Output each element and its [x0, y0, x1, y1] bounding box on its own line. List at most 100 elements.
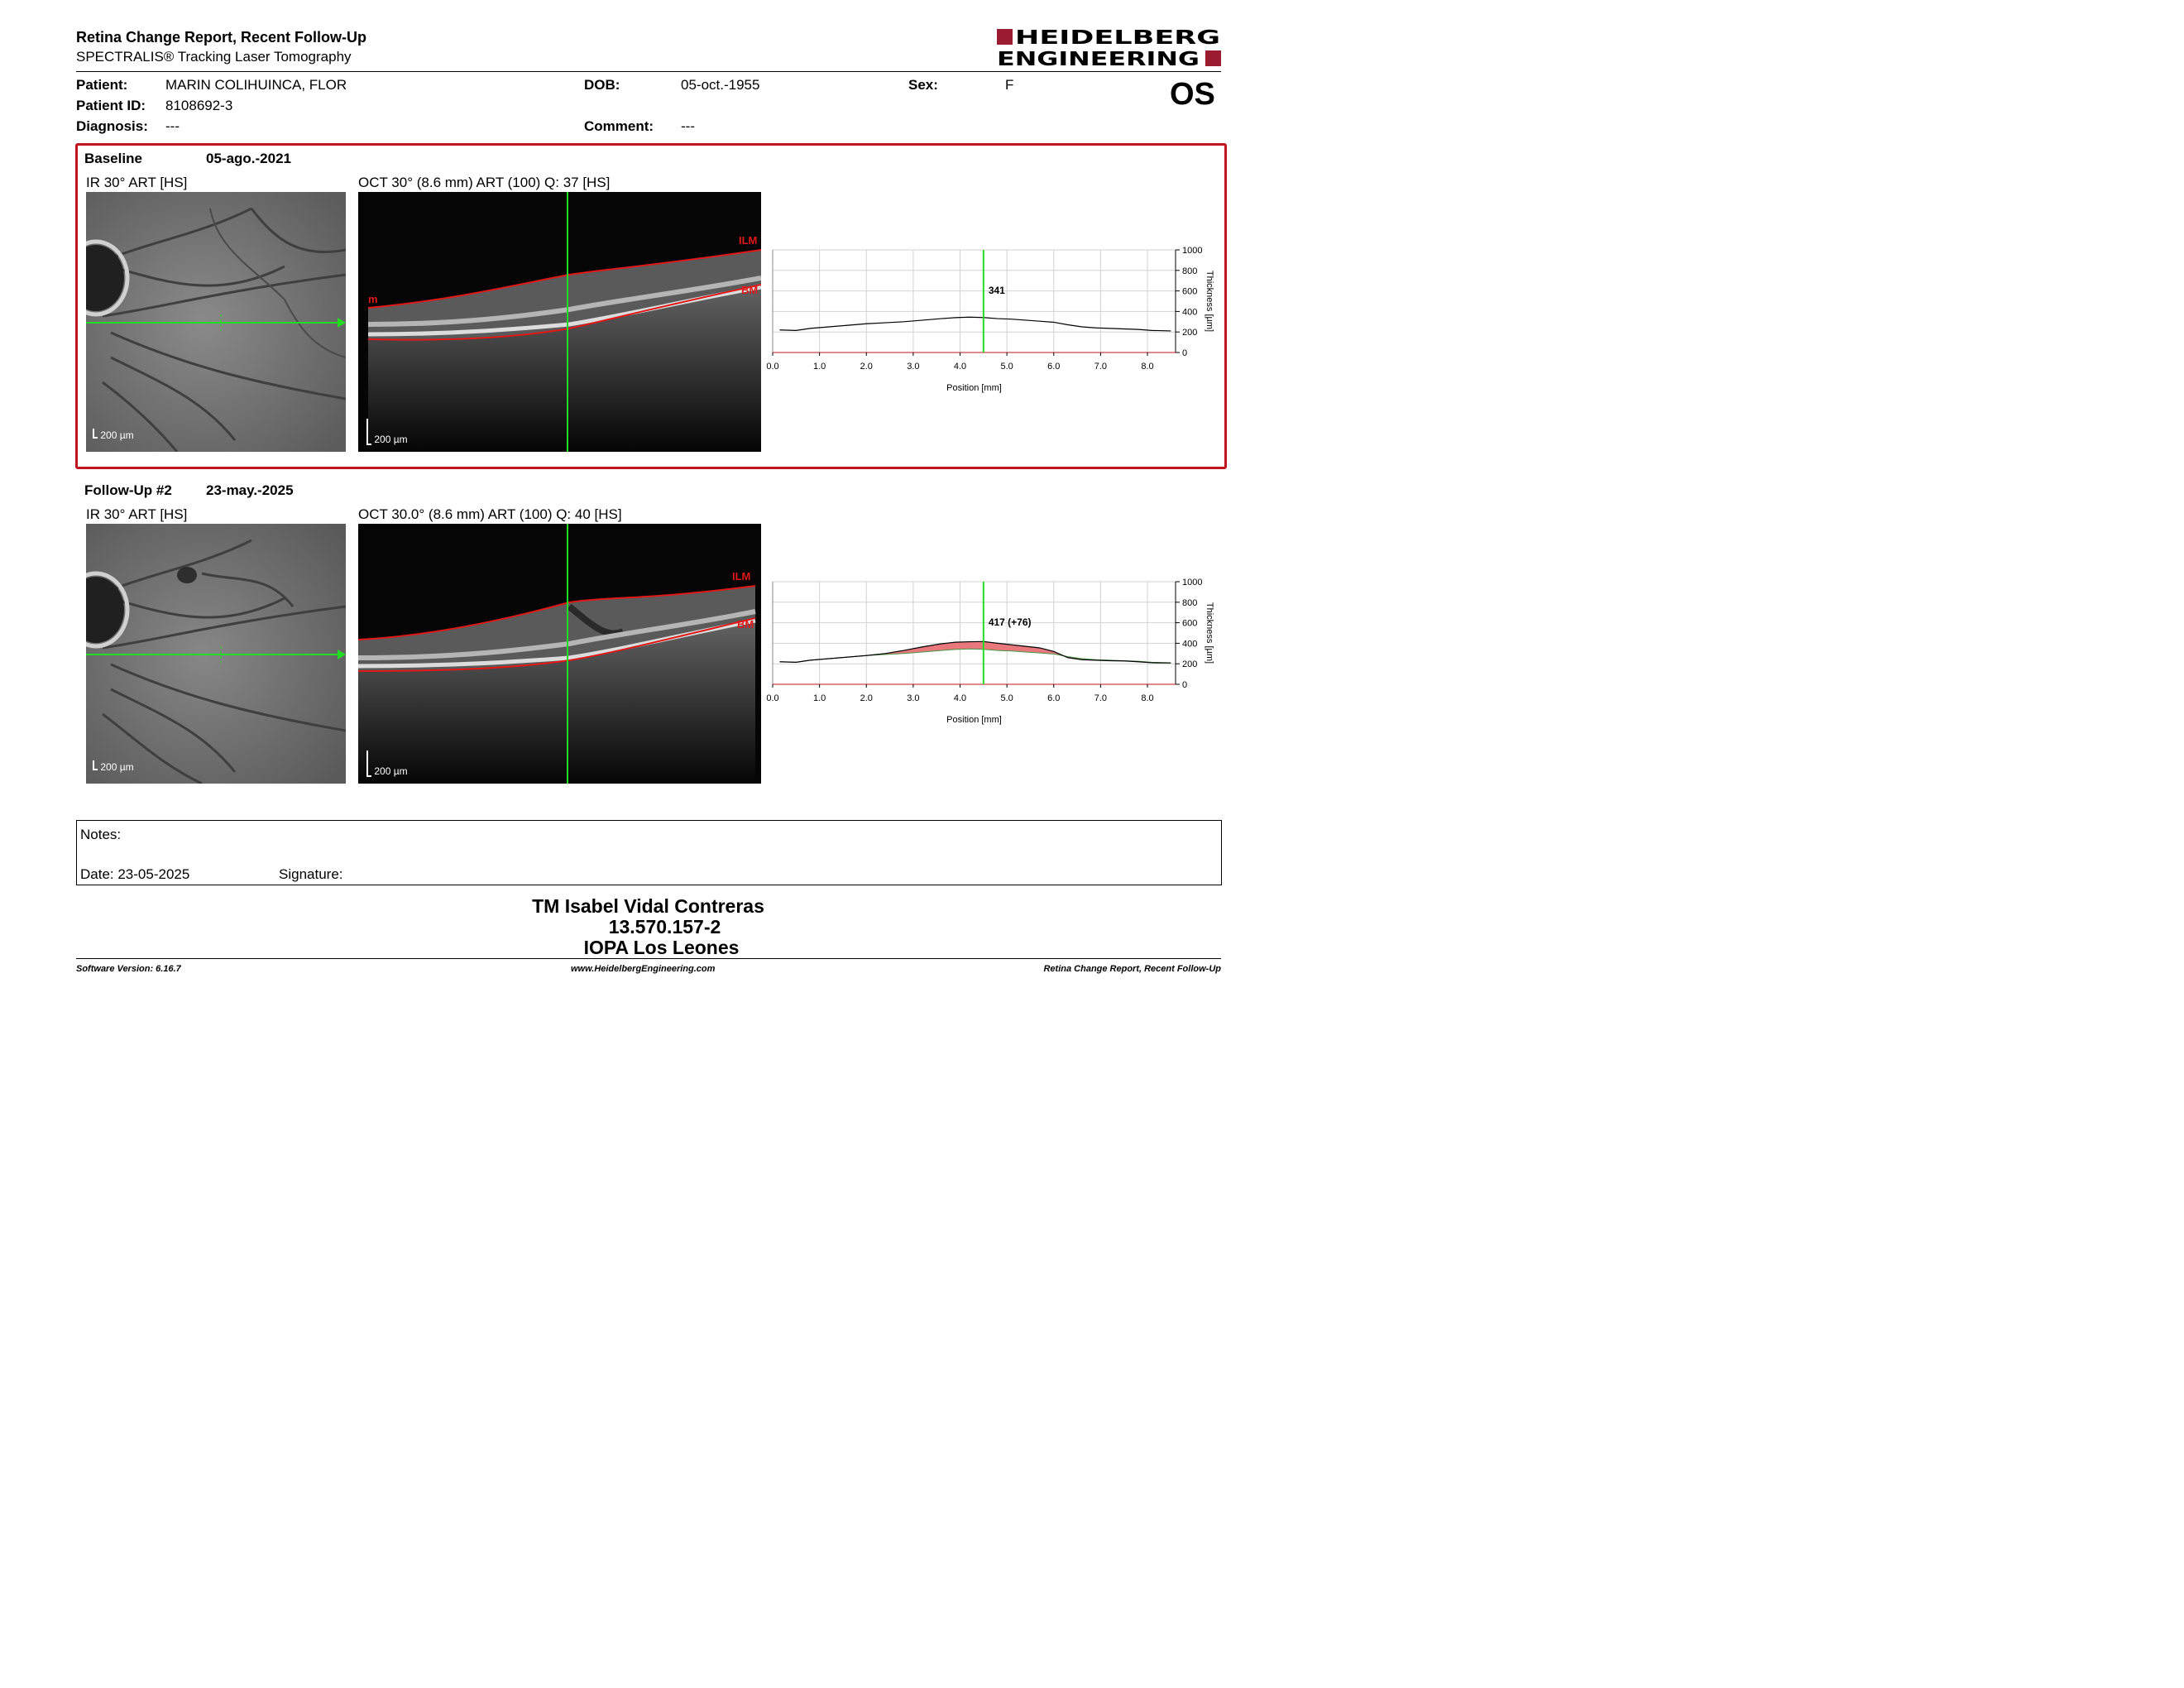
x-tick-label: 2.0 — [860, 362, 873, 372]
report-title: Retina Change Report, Recent Follow-Up — [76, 29, 367, 46]
x-tick-label: 4.0 — [954, 362, 966, 372]
eye-indicator: OS — [1170, 77, 1215, 112]
marker-value-label: 341 — [989, 285, 1005, 296]
x-tick-label: 3.0 — [907, 693, 919, 703]
comment-label: Comment: — [584, 118, 654, 134]
y-axis-label: Thickness [µm] — [1205, 602, 1214, 664]
followup-ir-caption: IR 30° ART [HS] — [86, 506, 188, 522]
baseline-oct-scalebar: 200 µm — [366, 419, 408, 445]
thickness-profile-line — [779, 640, 1171, 664]
diagnosis-value: --- — [165, 118, 180, 134]
y-tick-label: 0 — [1182, 680, 1187, 690]
footer-report-name: Retina Change Report, Recent Follow-Up — [1043, 964, 1221, 974]
baseline-ilm-label: ILM — [739, 234, 757, 247]
patient-name: MARIN COLIHUINCA, FLOR — [165, 77, 347, 93]
x-tick-label: 8.0 — [1141, 693, 1153, 703]
baseline-ilm-line — [367, 249, 761, 309]
y-tick-label: 800 — [1182, 266, 1197, 276]
x-tick-label: 0.0 — [766, 693, 778, 703]
x-tick-label: 1.0 — [813, 693, 826, 703]
notes-date: Date: 23-05-2025 — [80, 866, 190, 882]
scale-marker-icon — [93, 760, 98, 770]
y-tick-label: 1000 — [1182, 578, 1202, 587]
thickness-increase-area — [779, 641, 1171, 664]
x-tick-label: 6.0 — [1047, 693, 1060, 703]
scale-marker-icon — [93, 429, 98, 439]
followup-ilm-line — [358, 585, 756, 640]
footer-divider — [76, 958, 1221, 959]
baseline-left-marker: m — [368, 293, 378, 305]
comment-value: --- — [681, 118, 695, 134]
x-tick-label: 4.0 — [954, 693, 966, 703]
baseline-oct-scale-text: 200 µm — [374, 434, 408, 445]
followup-ir-image: 200 µm — [86, 524, 346, 784]
followup-bm-line — [358, 617, 756, 672]
followup-ir-scalebar: 200 µm — [93, 760, 134, 773]
baseline-ir-scale-text: 200 µm — [100, 429, 134, 441]
baseline-oct-caption: OCT 30° (8.6 mm) ART (100) Q: 37 [HS] — [358, 175, 611, 190]
y-tick-label: 200 — [1182, 328, 1197, 338]
heidelberg-logo: HEIDELBERG ENGINEERING — [997, 27, 1222, 70]
x-tick-label: 5.0 — [1000, 693, 1013, 703]
patient-id-value: 8108692-3 — [165, 98, 233, 113]
x-tick-label: 6.0 — [1047, 362, 1060, 372]
report-page: Retina Change Report, Recent Follow-Up S… — [0, 0, 1291, 999]
followup-ir-scale-text: 200 µm — [100, 761, 134, 773]
followup-thickness-chart: 0 200 400 600 800 1000 0.0 1.0 2.0 3.0 4.0 5.0 6.0 7.… — [766, 578, 1214, 725]
x-axis-label: Position [mm] — [946, 383, 1002, 393]
report-subtitle: SPECTRALIS® Tracking Laser Tomography — [76, 49, 352, 65]
x-tick-label: 1.0 — [813, 362, 826, 372]
baseline-ir-caption: IR 30° ART [HS] — [86, 175, 188, 190]
baseline-oct-image: ILM BM m 200 µm — [358, 192, 761, 452]
x-tick-label: 3.0 — [907, 362, 919, 372]
scale-marker-icon — [366, 419, 371, 445]
signature-label: Signature: — [279, 866, 343, 882]
x-axis-label: Position [mm] — [946, 715, 1002, 725]
followup-oct-caption: OCT 30.0° (8.6 mm) ART (100) Q: 40 [HS] — [358, 506, 622, 522]
followup-oct-scale-text: 200 µm — [374, 765, 408, 777]
followup-date: 23-may.-2025 — [206, 482, 294, 498]
baseline-ir-image: 200 µm — [86, 192, 346, 452]
signatory-name: TM Isabel Vidal Contreras — [532, 895, 764, 917]
followup-oct-graphic: ILM BM — [358, 524, 756, 784]
heidelberg-logo-graphic: HEIDELBERG ENGINEERING — [997, 27, 1221, 70]
followup-fundus-graphic — [86, 524, 346, 784]
x-tick-label: 0.0 — [766, 362, 778, 372]
y-tick-label: 600 — [1182, 287, 1197, 297]
x-tick-label: 7.0 — [1094, 362, 1107, 372]
y-tick-label: 800 — [1182, 598, 1197, 608]
patient-label: Patient: — [76, 77, 128, 93]
baseline-fundus-graphic — [86, 192, 346, 452]
baseline-ir-scalebar: 200 µm — [93, 429, 134, 441]
website-link[interactable]: www.HeidelbergEngineering.com — [571, 964, 716, 974]
y-tick-label: 600 — [1182, 619, 1197, 629]
baseline-date: 05-ago.-2021 — [206, 151, 291, 166]
y-tick-label: 400 — [1182, 307, 1197, 317]
patient-id-label: Patient ID: — [76, 98, 146, 113]
y-tick-label: 1000 — [1182, 246, 1202, 256]
x-tick-label: 5.0 — [1000, 362, 1013, 372]
baseline-bm-label: BM — [741, 284, 758, 296]
logo-line1-text: HEIDELBERG — [1015, 27, 1220, 49]
scale-marker-icon — [366, 750, 371, 777]
baseline-frame — [75, 143, 1227, 469]
sex-value: F — [1005, 77, 1014, 93]
x-tick-label: 7.0 — [1094, 693, 1107, 703]
diagnosis-label: Diagnosis: — [76, 118, 148, 134]
followup-bm-label: BM — [737, 618, 754, 631]
baseline-oct-graphic: ILM BM m — [367, 192, 761, 452]
baseline-bm-line — [367, 284, 761, 341]
notes-box: Notes: Date: 23-05-2025 Signature: — [76, 820, 1222, 885]
dob-label: DOB: — [584, 77, 620, 93]
software-version: Software Version: 6.16.7 — [76, 964, 181, 974]
followup-oct-image: ILM BM 200 µm — [358, 524, 761, 784]
x-tick-label: 2.0 — [860, 693, 873, 703]
baseline-thickness-chart: 0 200 400 600 800 1000 0.0 1.0 2.0 3.0 4.0 5.0 6.0 7.… — [766, 246, 1214, 393]
y-tick-label: 0 — [1182, 348, 1187, 358]
thickness-profile-line — [779, 316, 1171, 332]
baseline-label: Baseline — [84, 151, 142, 166]
y-tick-label: 400 — [1182, 639, 1197, 649]
header-divider — [76, 71, 1221, 72]
followup-ilm-label: ILM — [732, 570, 750, 583]
signatory-institution: IOPA Los Leones — [583, 937, 740, 958]
